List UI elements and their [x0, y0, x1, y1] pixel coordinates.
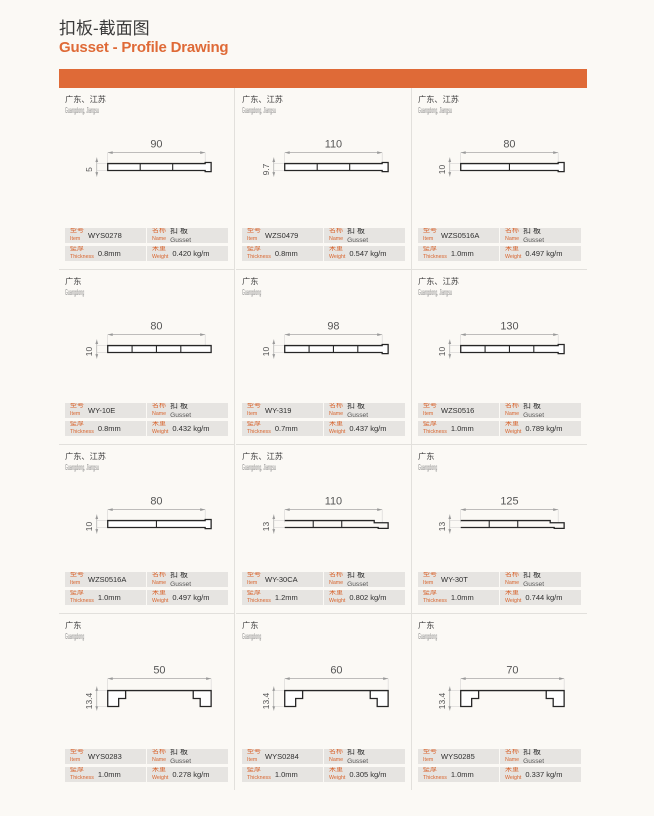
svg-text:125: 125 [500, 496, 518, 508]
svg-text:50: 50 [153, 665, 165, 677]
svg-text:90: 90 [150, 139, 162, 151]
svg-text:80: 80 [503, 139, 515, 151]
svg-text:5: 5 [84, 167, 94, 172]
svg-text:110: 110 [325, 139, 342, 151]
svg-text:70: 70 [506, 665, 518, 677]
svg-text:10: 10 [437, 347, 447, 357]
svg-text:10: 10 [84, 522, 94, 532]
svg-text:13.4: 13.4 [261, 692, 271, 709]
svg-text:110: 110 [325, 496, 342, 508]
svg-text:10: 10 [261, 347, 271, 357]
svg-text:80: 80 [150, 496, 162, 508]
svg-text:13: 13 [261, 522, 271, 532]
svg-text:10: 10 [84, 347, 94, 357]
svg-text:13: 13 [437, 522, 447, 532]
svg-text:13.4: 13.4 [437, 692, 447, 709]
svg-text:13.4: 13.4 [84, 692, 94, 709]
svg-text:10: 10 [437, 165, 447, 175]
svg-text:80: 80 [150, 321, 162, 333]
svg-text:130: 130 [500, 321, 518, 333]
svg-text:98: 98 [327, 321, 339, 333]
svg-text:9.7: 9.7 [261, 163, 271, 175]
svg-text:60: 60 [330, 665, 342, 677]
